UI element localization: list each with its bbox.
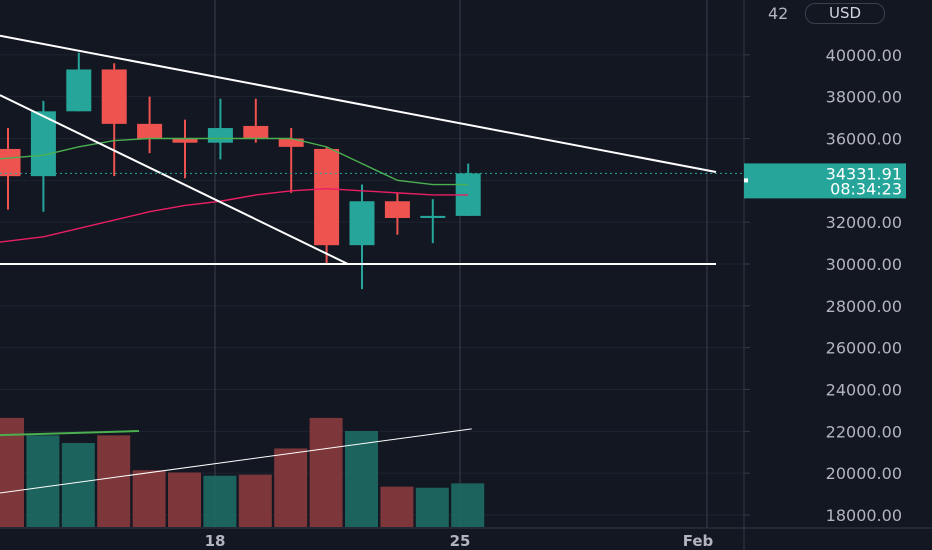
volume-bar: [380, 486, 414, 527]
volume-bar: [168, 472, 201, 527]
candle-body: [172, 138, 198, 143]
trendline: [0, 94, 349, 265]
volume-bar: [238, 474, 272, 527]
volume-bar: [274, 448, 308, 527]
currency-button[interactable]: USD: [805, 3, 885, 24]
ma-fast-line: [0, 137, 469, 186]
ma-slow-line: [0, 187, 469, 243]
y-tick-label: 26000.00: [826, 339, 902, 358]
y-tick-label: 20000.00: [826, 464, 902, 483]
volume-bar: [309, 417, 343, 527]
trendlines[interactable]: [0, 34, 744, 265]
last-price-label: 34331.91: [826, 164, 902, 183]
y-tick-label: 22000.00: [826, 422, 902, 441]
moving-averages: [0, 137, 469, 243]
y-tick-label: 40000.00: [826, 46, 902, 65]
x-tick-label: Feb: [683, 532, 714, 550]
candle-body: [420, 215, 446, 218]
candle-body: [101, 69, 127, 124]
y-tick-label: 38000.00: [826, 88, 902, 107]
y-tick-label: 28000.00: [826, 297, 902, 316]
volume-trendline: [0, 430, 140, 437]
x-tick-label: 18: [205, 532, 226, 550]
volume-bar: [415, 487, 449, 527]
volume-bar: [345, 431, 378, 527]
volume-bar: [203, 475, 237, 527]
last-price-tag: [744, 163, 906, 199]
candle-body: [66, 69, 92, 112]
y-tick-label: 18000.00: [826, 506, 902, 525]
x-tick-label: 25: [450, 532, 471, 550]
candle-body: [30, 111, 56, 177]
volume-pane: [0, 417, 485, 527]
candle-body: [243, 125, 269, 139]
time-axis[interactable]: 18 25 Feb: [0, 527, 932, 550]
y-tick-label: 36000.00: [826, 130, 902, 149]
candle-body: [0, 148, 21, 177]
volume-bar: [26, 435, 60, 527]
trendline: [0, 34, 717, 173]
candle-body: [278, 138, 304, 147]
y-tick-label-cut: 42: [768, 4, 788, 23]
volume-bar: [97, 435, 131, 527]
candle-body: [384, 201, 410, 218]
y-tick-label: 24000.00: [826, 381, 902, 400]
last-price-marker: [744, 178, 748, 183]
candlestick-series[interactable]: [0, 52, 481, 290]
volume-bar: [451, 483, 485, 527]
candle-body: [349, 201, 375, 246]
y-tick-label: 30000.00: [826, 255, 902, 274]
volume-bar: [61, 443, 95, 527]
candle-body: [137, 123, 163, 139]
price-axis[interactable]: 18000.00 20000.00 22000.00 24000.00 26000.00…: [743, 0, 906, 550]
countdown-label: 08:34:23: [830, 179, 902, 198]
y-tick-label: 32000.00: [826, 213, 902, 232]
volume-bar: [132, 470, 166, 527]
candle-body: [207, 128, 233, 143]
volume-bar: [0, 417, 24, 527]
volume-trendline: [0, 428, 472, 494]
candle-body: [314, 148, 340, 246]
